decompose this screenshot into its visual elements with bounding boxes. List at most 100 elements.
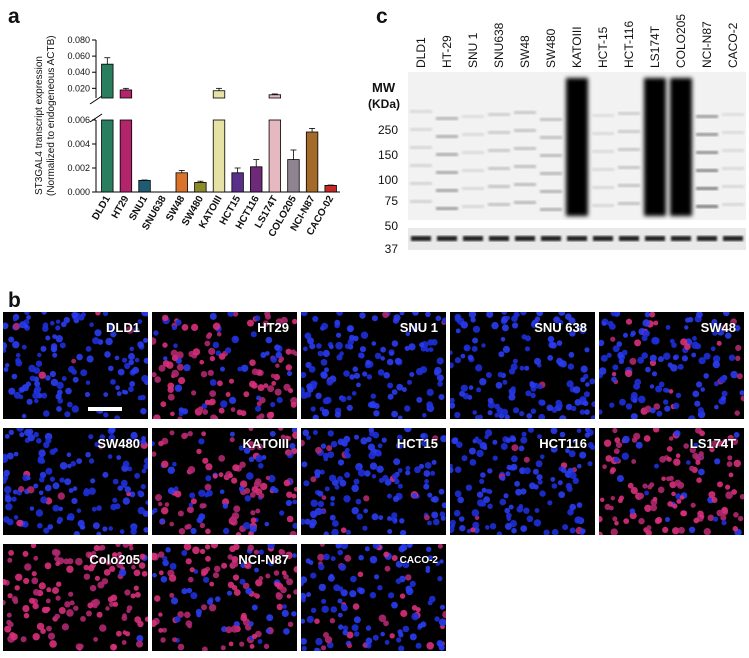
bar	[268, 119, 282, 193]
cell-nucleus	[162, 556, 168, 562]
cell-image-tile: KATOIII	[152, 428, 297, 535]
cell-nucleus	[393, 458, 401, 466]
cell-nucleus	[136, 439, 141, 444]
cell-nucleus	[3, 599, 6, 606]
blot-band	[462, 205, 484, 208]
cell-nucleus	[255, 405, 262, 412]
cell-nucleus	[649, 384, 655, 389]
cell-nucleus	[657, 356, 664, 363]
cell-nucleus	[652, 496, 658, 502]
cell-nucleus	[251, 604, 258, 611]
cell-nucleus	[568, 351, 575, 358]
cell-nucleus	[397, 415, 403, 419]
cell-nucleus	[353, 478, 360, 485]
cell-nucleus	[610, 496, 615, 501]
cell-nucleus	[110, 643, 117, 651]
cell-nucleus	[530, 392, 536, 399]
cell-nucleus	[708, 491, 716, 499]
cell-nucleus	[399, 593, 406, 599]
cell-nucleus	[112, 601, 119, 607]
cell-nucleus	[317, 350, 324, 357]
cell-nucleus	[339, 351, 344, 356]
cell-nucleus	[5, 503, 13, 511]
cell-nucleus	[303, 346, 308, 352]
cell-nucleus	[492, 455, 498, 461]
cell-nucleus	[377, 443, 383, 449]
cell-nucleus	[12, 341, 20, 349]
cell-nucleus	[547, 335, 555, 343]
cell-nucleus	[205, 555, 211, 562]
cell-nucleus	[362, 642, 368, 648]
cell-nucleus	[38, 371, 46, 379]
cell-nucleus	[501, 312, 507, 315]
cell-nucleus	[584, 432, 591, 438]
cell-nucleus	[99, 434, 106, 440]
cell-nucleus	[25, 381, 32, 387]
cell-nucleus	[57, 516, 64, 523]
cell-image-tile: LS174T	[599, 428, 744, 535]
cell-nucleus	[374, 352, 382, 360]
cell-nucleus	[384, 565, 391, 572]
cell-nucleus	[310, 406, 316, 412]
cell-nucleus	[562, 524, 569, 531]
lane-label: SW48	[518, 35, 532, 68]
cell-nucleus	[99, 544, 106, 551]
cell-nucleus	[326, 378, 334, 386]
cell-nucleus	[402, 625, 410, 633]
cell-nucleus	[122, 460, 130, 468]
cell-nucleus	[66, 609, 74, 617]
cell-nucleus	[205, 333, 212, 340]
cell-nucleus	[668, 389, 674, 394]
cell-nucleus	[717, 481, 723, 488]
cell-nucleus	[587, 442, 594, 448]
cell-nucleus	[275, 592, 283, 600]
cell-nucleus	[323, 531, 329, 535]
cell-nucleus	[414, 466, 421, 474]
cell-nucleus	[426, 546, 432, 552]
cell-nucleus	[95, 312, 101, 316]
cell-image	[3, 312, 148, 419]
cell-nucleus	[122, 544, 130, 548]
mw-marker-label: 37	[385, 242, 399, 256]
cell-nucleus	[128, 557, 135, 564]
cell-nucleus	[225, 347, 232, 354]
cell-nucleus	[338, 563, 347, 571]
cell-nucleus	[4, 495, 12, 503]
cell-nucleus	[424, 462, 432, 469]
cell-nucleus	[355, 465, 361, 471]
cell-nucleus	[637, 356, 645, 364]
cell-nucleus	[204, 483, 212, 491]
cell-nucleus	[262, 320, 269, 327]
cell-nucleus	[404, 428, 412, 433]
cell-nucleus	[716, 440, 723, 447]
cell-nucleus	[550, 477, 556, 482]
loading-control-band	[411, 236, 431, 241]
cell-nucleus	[114, 355, 120, 361]
cell-nucleus	[480, 472, 486, 478]
cell-nucleus	[611, 376, 617, 383]
cell-nucleus	[655, 385, 663, 393]
cell-nucleus	[421, 439, 428, 447]
cell-nucleus	[494, 412, 499, 418]
cell-nucleus	[496, 531, 503, 535]
cell-line-label: HCT116	[539, 436, 587, 451]
bar	[175, 172, 188, 193]
cell-nucleus	[613, 448, 620, 455]
cell-nucleus	[439, 559, 444, 564]
cell-nucleus	[524, 346, 531, 352]
cell-nucleus	[4, 485, 12, 494]
cell-nucleus	[242, 522, 251, 530]
cell-nucleus	[279, 510, 285, 516]
cell-nucleus	[703, 352, 711, 360]
cell-nucleus	[255, 579, 263, 587]
loading-control-band	[645, 236, 665, 241]
cell-nucleus	[301, 371, 307, 379]
cell-nucleus	[182, 432, 189, 439]
cell-nucleus	[239, 578, 246, 585]
bar	[287, 159, 300, 193]
cell-nucleus	[424, 479, 429, 484]
cell-nucleus	[427, 520, 432, 526]
cell-nucleus	[331, 528, 339, 535]
cell-nucleus	[371, 315, 378, 322]
cell-nucleus	[206, 598, 214, 605]
